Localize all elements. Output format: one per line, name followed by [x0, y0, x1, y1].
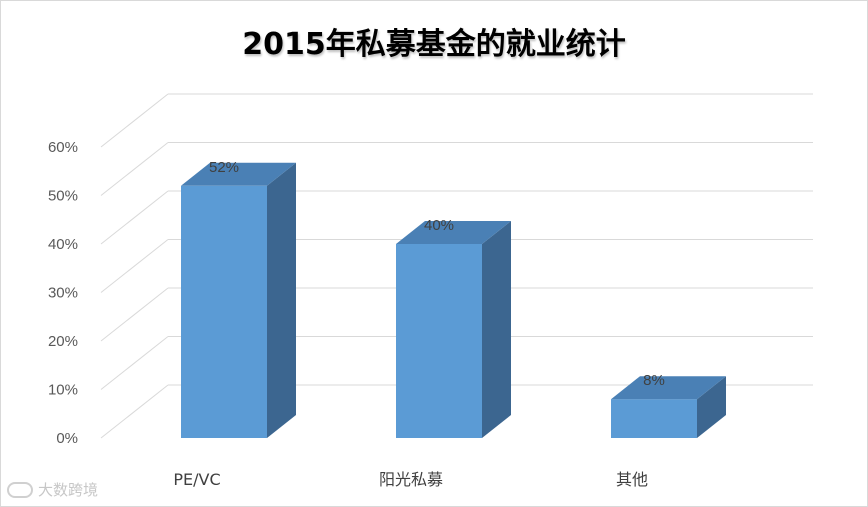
y-tick-label: 40% [48, 236, 78, 253]
bar [396, 244, 482, 438]
gridline-diagonal [100, 239, 169, 293]
bar-side [267, 162, 296, 439]
gridline-diagonal [100, 93, 169, 148]
y-tick-label: 20% [48, 333, 78, 350]
gridline-diagonal [100, 384, 169, 439]
data-label: 52% [209, 159, 239, 176]
data-label: 8% [643, 372, 665, 389]
bar-side [482, 221, 511, 438]
bar-side [697, 376, 726, 438]
bar-top [181, 162, 296, 186]
x-category-label: 其他 [616, 470, 648, 489]
watermark-text: 大数跨境 [38, 481, 99, 499]
y-tick-label: 30% [48, 285, 78, 302]
y-tick-label: 0% [56, 430, 78, 447]
data-label: 40% [424, 217, 454, 234]
bar [181, 185, 267, 438]
y-tick-label: 60% [48, 139, 78, 156]
chart-title: 2015年私募基金的就业统计 [242, 27, 626, 62]
gridline-diagonal [100, 287, 169, 342]
gridline-diagonal [100, 336, 169, 390]
bar-top [396, 221, 511, 244]
x-category-label: PE/VC [173, 470, 220, 489]
y-tick-label: 10% [48, 382, 78, 399]
gridline-diagonal [100, 190, 169, 245]
y-tick-label: 50% [48, 188, 78, 205]
watermark: 大数跨境 [7, 479, 98, 500]
x-category-label: 阳光私募 [379, 470, 443, 489]
bar [611, 399, 697, 438]
gridline-diagonal [100, 142, 169, 196]
bar-top [611, 376, 726, 400]
watermark-logo-icon [7, 481, 33, 498]
